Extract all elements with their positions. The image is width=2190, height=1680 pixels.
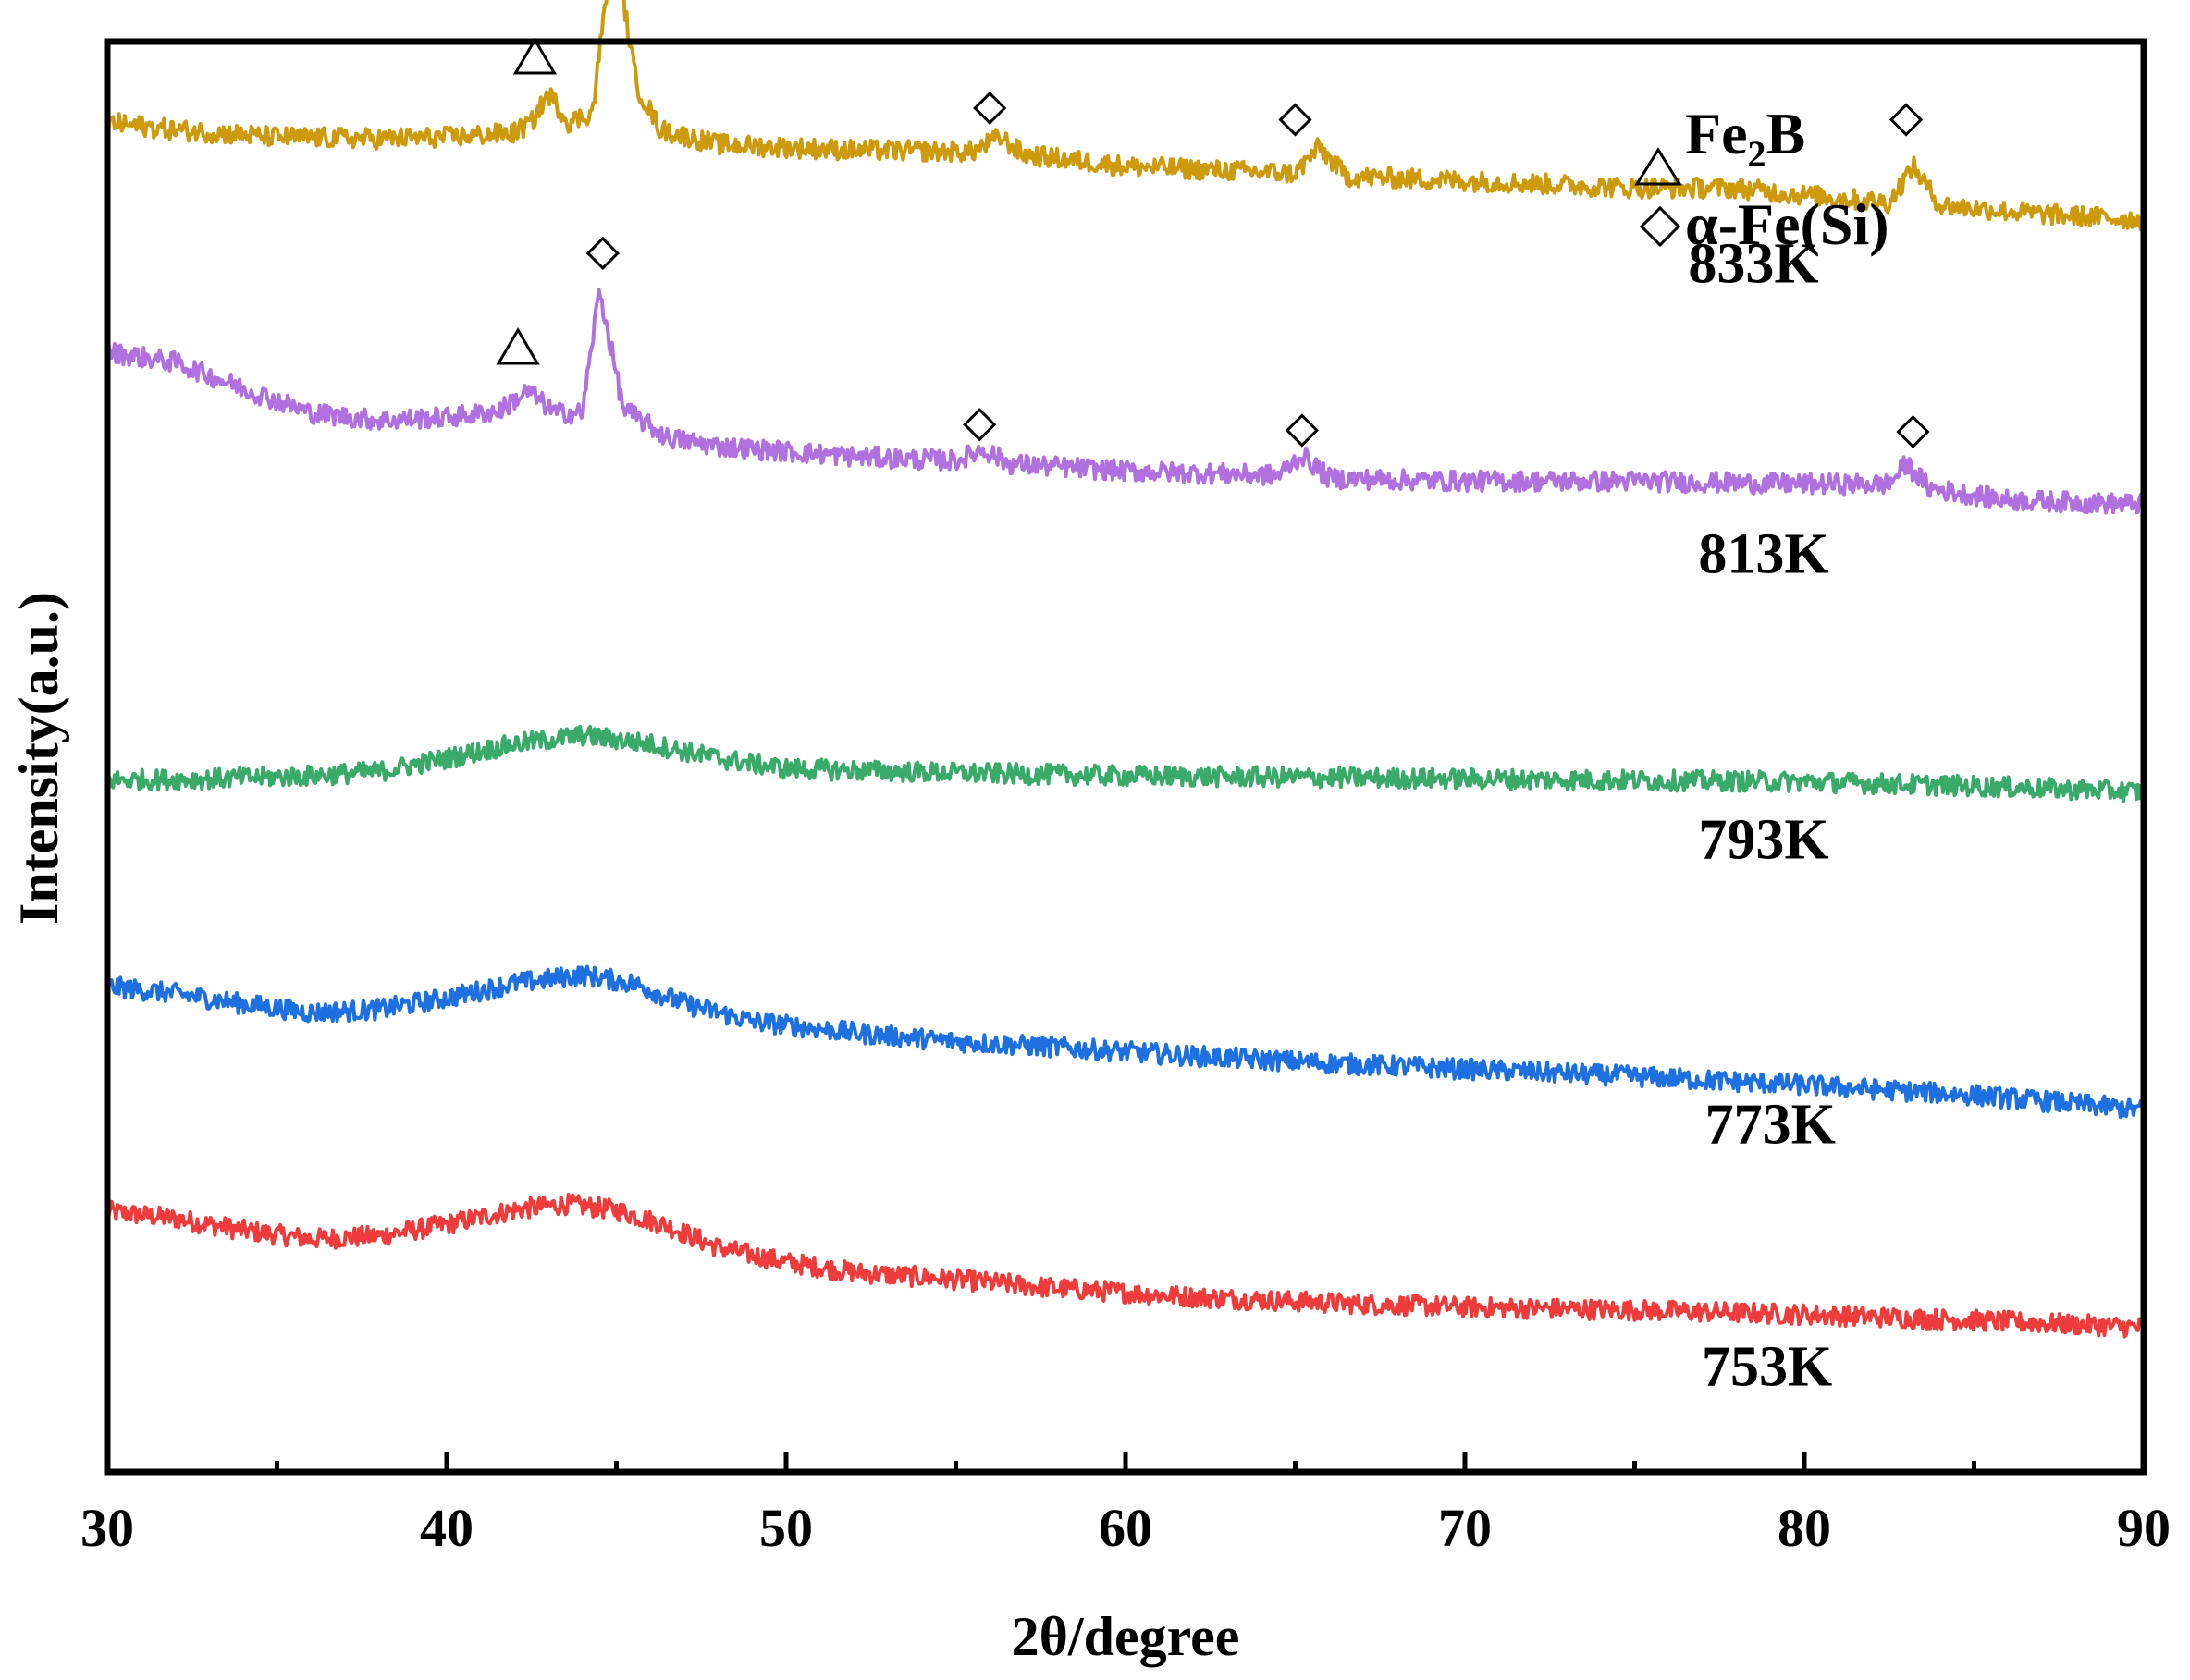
legend-triangle-icon (1634, 147, 1682, 186)
series-label-833K: 833K (1688, 232, 1818, 295)
x-tick-label: 90 (2117, 1498, 2171, 1558)
series-833K (105, 0, 2146, 232)
legend: Fe2B α-Fe(Si) (1634, 101, 1889, 257)
x-axis-ticks: 30 40 50 60 70 80 90 (80, 1452, 2171, 1558)
series-label-753K: 753K (1702, 1336, 1832, 1399)
diamond-marker-icon (973, 91, 1007, 126)
triangle-marker-icon (512, 37, 558, 75)
legend-fe2b-label: Fe2B (1685, 101, 1805, 175)
x-axis-title: 2θ/degree (1012, 1606, 1240, 1667)
series-753K (105, 1193, 2145, 1339)
diamond-marker-icon (585, 236, 620, 271)
legend-alpha-fe-si-label: α-Fe(Si) (1685, 191, 1889, 257)
series-813K (105, 288, 2146, 515)
x-tick-label: 30 (80, 1498, 134, 1558)
x-tick-label: 40 (420, 1498, 474, 1558)
diamond-marker-icon (963, 408, 997, 442)
triangle-marker-icon (496, 327, 540, 365)
diamond-marker-icon (1896, 414, 1930, 449)
series-label-793K: 793K (1698, 809, 1828, 872)
x-tick-label: 80 (1778, 1498, 1831, 1558)
series-793K (105, 724, 2146, 803)
x-tick-label: 60 (1099, 1498, 1152, 1558)
diamond-marker-icon (1889, 103, 1924, 137)
diamond-marker-icon (1285, 413, 1319, 448)
series-773K (105, 964, 2146, 1120)
x-tick-label: 70 (1438, 1498, 1492, 1558)
y-axis-title: Intensity(a.u.) (8, 592, 69, 925)
diamond-marker-icon (1278, 103, 1312, 137)
legend-diamond-icon (1639, 205, 1681, 248)
peak-markers (496, 37, 1930, 449)
series-label-773K: 773K (1705, 1093, 1836, 1156)
series-label-813K: 813K (1698, 522, 1828, 585)
series-traces (105, 0, 2146, 1339)
series-labels: 833K 813K 793K 773K 753K (1688, 232, 1836, 1398)
x-tick-label: 50 (759, 1498, 813, 1558)
